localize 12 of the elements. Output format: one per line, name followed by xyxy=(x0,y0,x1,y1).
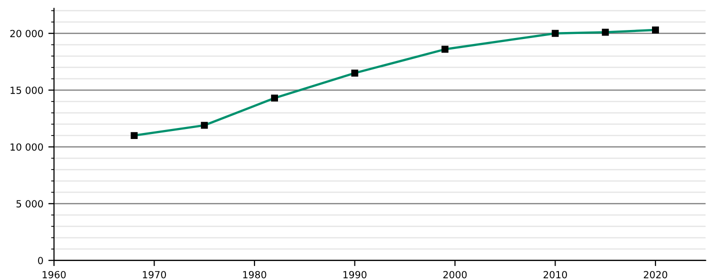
y-tick-label: 20 000 xyxy=(10,30,43,38)
x-tick-label: 2010 xyxy=(544,270,567,278)
y-tick-label: 5 000 xyxy=(16,200,43,208)
x-tick-label: 1960 xyxy=(42,270,66,278)
y-tick-label: 10 000 xyxy=(10,143,43,151)
x-tick-label: 1990 xyxy=(343,270,366,278)
x-tick-label: 1970 xyxy=(142,270,166,278)
y-tick-label: 0 xyxy=(38,256,43,264)
x-tick-label: 2020 xyxy=(644,270,668,278)
x-tick-label: 1980 xyxy=(243,270,266,278)
y-tick-label: 15 000 xyxy=(10,86,43,94)
x-tick-label: 2000 xyxy=(443,270,467,278)
